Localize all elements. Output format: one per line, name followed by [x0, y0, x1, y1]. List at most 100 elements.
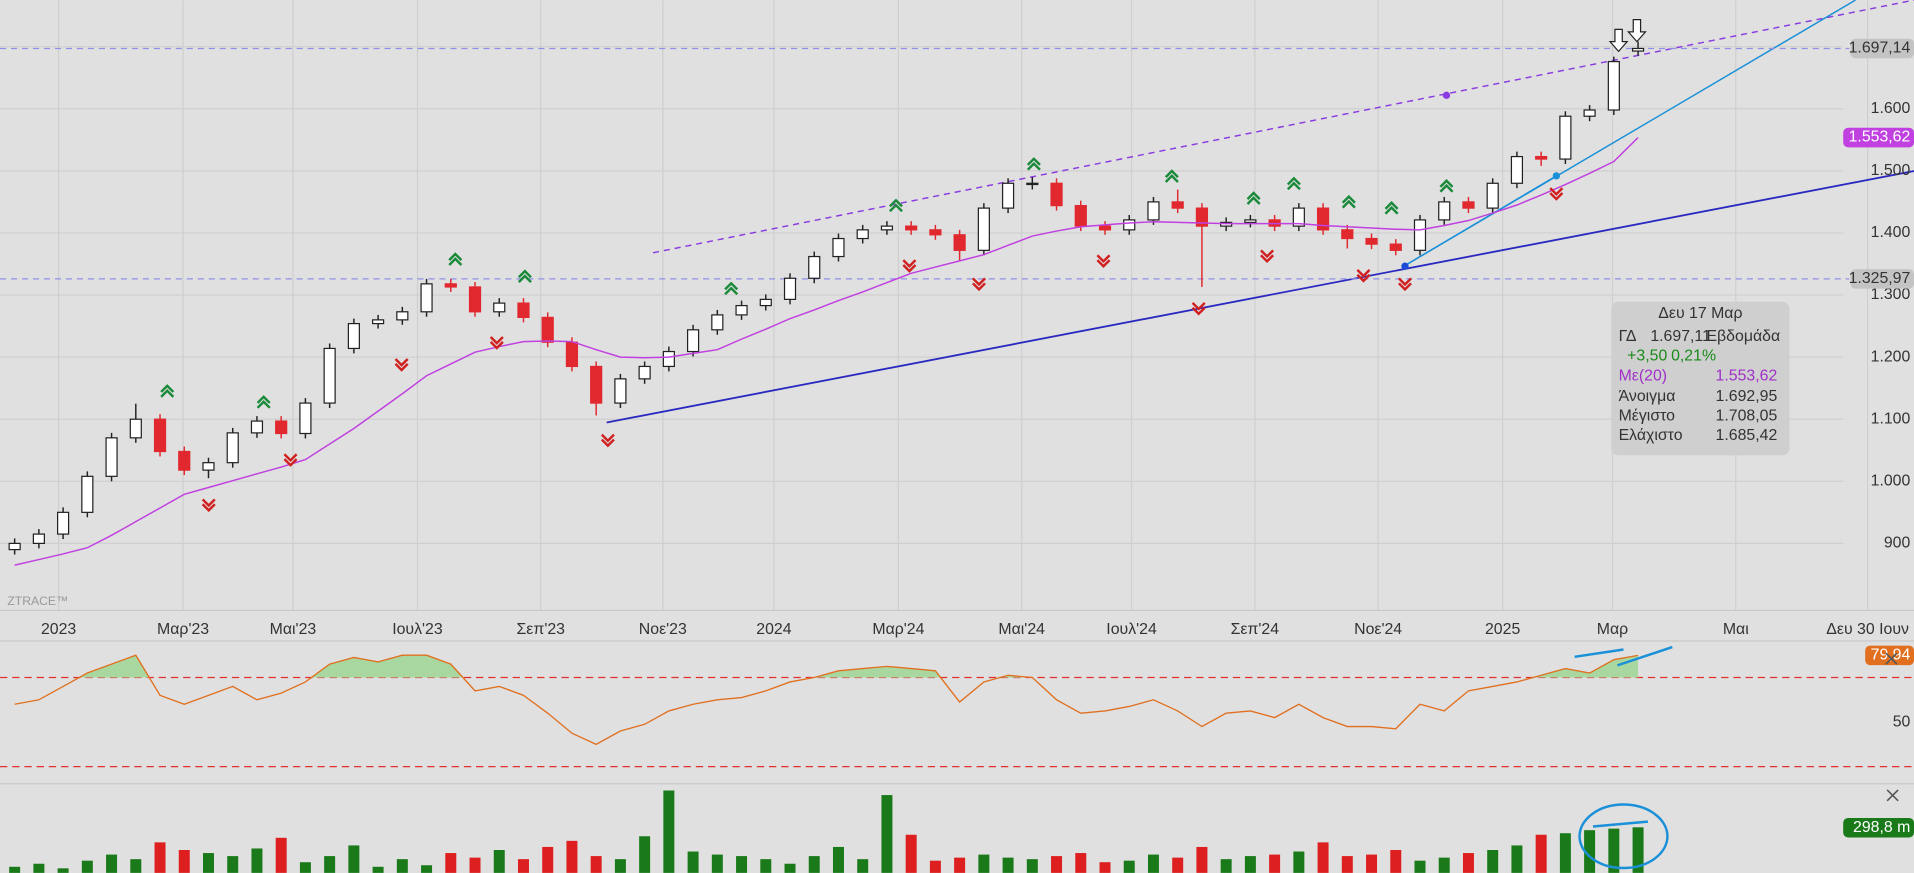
- tooltip-value: 1.692,95: [1716, 388, 1778, 405]
- volume-bar: [736, 856, 748, 873]
- volume-bar: [251, 848, 263, 873]
- volume-bar: [760, 859, 772, 873]
- volume-bar: [566, 840, 578, 873]
- x-tick-label: Νοε'24: [1354, 621, 1402, 638]
- candle-body: [1535, 155, 1548, 160]
- volume-bar: [1341, 856, 1353, 873]
- x-tick-label: Ιουλ'24: [1106, 621, 1157, 638]
- volume-bar: [1559, 833, 1571, 873]
- divergence-line: [1616, 645, 1673, 667]
- tooltip: Δευ 17 Μαρ ΓΔ 1.697,11 Εβδομάδα +3,50 0,…: [1611, 301, 1790, 456]
- volume-bar: [1414, 860, 1426, 873]
- pattern-up: [1164, 169, 1179, 183]
- x-tick-label: Δευ 30 Ιουν: [1826, 621, 1909, 638]
- y-tick-label: 1.100: [1871, 410, 1911, 427]
- candle-body: [1583, 109, 1596, 117]
- candle-body: [638, 365, 651, 380]
- x-tick-label: 2025: [1485, 621, 1520, 638]
- volume-bar: [542, 846, 554, 873]
- volume-bar: [784, 863, 796, 873]
- volume-bar: [57, 868, 69, 873]
- candle-body: [929, 229, 942, 236]
- candle-body: [565, 341, 579, 368]
- pattern-down: [1096, 254, 1111, 268]
- volume-bar: [299, 862, 311, 873]
- candle-body: [1486, 182, 1499, 209]
- rsi-tag-bg: [1865, 645, 1914, 666]
- pattern-down: [394, 358, 409, 372]
- volume-bar: [1293, 851, 1305, 873]
- pattern-up: [1341, 194, 1356, 209]
- moving-average: [14, 137, 1639, 566]
- volume-bar: [1390, 849, 1402, 873]
- volume-bar: [1099, 862, 1111, 873]
- candle-body: [178, 450, 191, 471]
- candle-body: [1365, 237, 1378, 245]
- candle-body: [1438, 201, 1451, 221]
- candle-body: [8, 542, 21, 551]
- tooltip-value: 1.685,42: [1716, 427, 1778, 444]
- candle-body: [1244, 219, 1257, 224]
- volume-bar: [1317, 842, 1329, 873]
- anchor-point: [1442, 91, 1451, 99]
- volume-bar: [130, 859, 142, 873]
- tooltip-label: Ελάχιστο: [1619, 427, 1683, 444]
- divergence-line: [1592, 820, 1649, 828]
- volume-bar: [493, 849, 505, 873]
- volume-bar: [1462, 853, 1474, 873]
- volume-bar: [1147, 854, 1159, 873]
- volume-bar: [905, 834, 917, 873]
- rsi-tag: 79,94: [1871, 647, 1911, 664]
- candle-body: [832, 237, 845, 258]
- trend-line: [606, 170, 1914, 424]
- candle-body: [1074, 205, 1087, 227]
- pattern-up: [160, 384, 175, 398]
- volume-bar: [711, 854, 723, 873]
- x-tick-label: Μαρ: [1597, 621, 1628, 638]
- candle-body: [1026, 182, 1039, 186]
- highlight-ellipse: [1578, 803, 1669, 870]
- y-tick-label: 50: [1893, 713, 1911, 730]
- candle-body: [444, 283, 457, 288]
- candle-body: [517, 302, 530, 318]
- volume-bar: [421, 865, 433, 873]
- volume-bar: [445, 853, 457, 873]
- volume-bar: [1244, 856, 1256, 873]
- volume-bar: [202, 853, 214, 873]
- signal-arrow: [1608, 19, 1647, 53]
- ma-tag-bg: [1843, 127, 1914, 148]
- candle-body: [1171, 201, 1184, 209]
- pattern-down: [1260, 249, 1275, 264]
- y-tick-label: 1.000: [1871, 472, 1911, 489]
- pattern-up: [1026, 157, 1041, 171]
- price-tag-bg: [1850, 269, 1914, 289]
- volume-bar: [348, 845, 360, 873]
- volume-bar: [663, 790, 675, 873]
- volume-bar: [1511, 845, 1523, 873]
- volume-bar: [1123, 860, 1135, 873]
- tooltip-change: +3,50: [1627, 348, 1667, 365]
- pattern-up: [889, 198, 903, 213]
- volume-bar: [929, 860, 941, 873]
- volume-bar: [1584, 830, 1596, 873]
- candle-body: [202, 462, 215, 471]
- pattern-up: [256, 395, 271, 409]
- x-tick-label: Μαι'23: [270, 621, 317, 638]
- y-tick-label: 1.600: [1871, 100, 1911, 117]
- candle-body: [1341, 229, 1354, 240]
- volume-bar: [106, 854, 118, 873]
- candle-body: [686, 329, 700, 353]
- volume-bar: [178, 849, 190, 873]
- volume-bar: [469, 857, 481, 873]
- candle-body: [1413, 219, 1427, 251]
- plot: 2023 Μαρ'23 Μαι'23 Ιουλ'23 Σεπ'23 Νοε'23 2024 Μ…: [0, 38, 1914, 873]
- x-tick-label: Σεπ'24: [1231, 621, 1280, 638]
- y-tick-label: 900: [1884, 535, 1911, 552]
- volume-bar: [808, 856, 820, 873]
- volume-bar: [324, 856, 336, 873]
- volume-bar: [81, 860, 93, 873]
- close-pane[interactable]: [1886, 789, 1899, 802]
- candle-body: [275, 420, 288, 435]
- close-pane[interactable]: [1885, 652, 1898, 665]
